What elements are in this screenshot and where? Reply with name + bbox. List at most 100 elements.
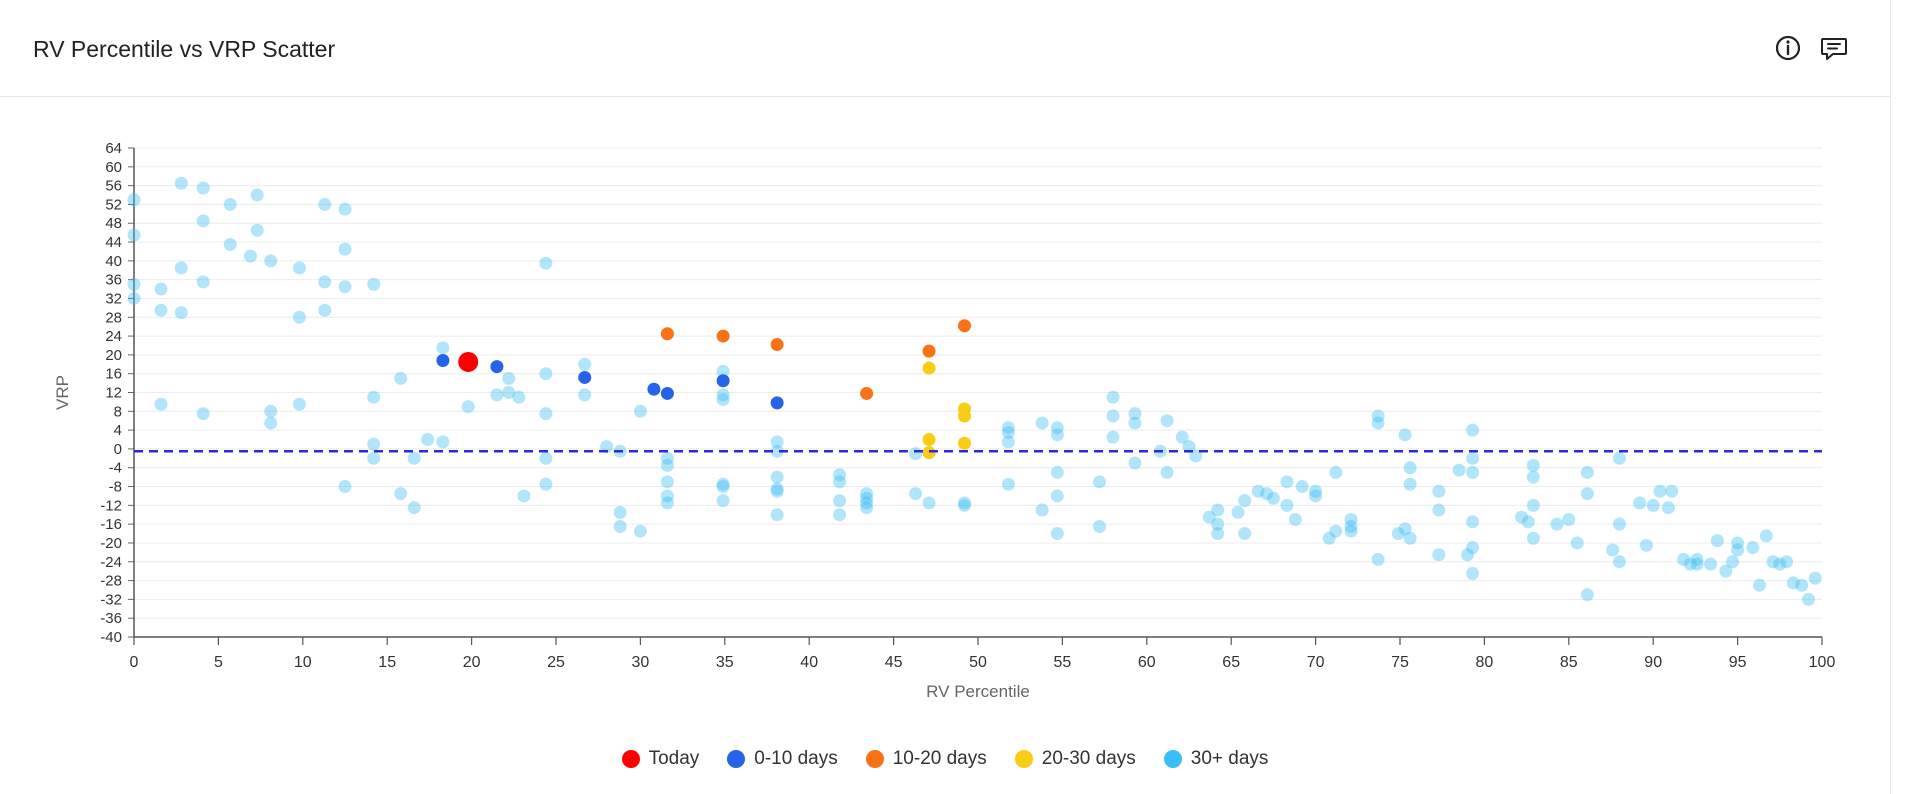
scatter-point-d30-plus[interactable] [539,407,553,421]
scatter-point-d30-plus[interactable] [1612,517,1626,531]
scatter-point-d30-plus[interactable] [1580,465,1594,479]
scatter-point-d30-plus[interactable] [957,498,971,512]
scatter-point-d10-20[interactable] [716,329,730,343]
scatter-point-d30-plus[interactable] [1726,555,1740,569]
scatter-point-d30-plus[interactable] [1182,440,1196,454]
scatter-point-d30-plus[interactable] [1683,557,1697,571]
scatter-point-d30-plus[interactable] [367,437,381,451]
scatter-point-d30-plus[interactable] [367,390,381,404]
scatter-point-d30-plus[interactable] [1001,435,1015,449]
scatter-point-d30-plus[interactable] [264,254,278,268]
scatter-point-d30-plus[interactable] [1231,505,1245,519]
scatter-point-d30-plus[interactable] [436,341,450,355]
scatter-point-d20-30[interactable] [922,361,936,375]
scatter-point-d30-plus[interactable] [716,388,730,402]
scatter-point-d30-plus[interactable] [174,261,188,275]
scatter-point-d30-plus[interactable] [1266,491,1280,505]
scatter-point-d30-plus[interactable] [1001,425,1015,439]
scatter-point-d30-plus[interactable] [1612,451,1626,465]
scatter-point-d30-plus[interactable] [860,491,874,505]
scatter-point-d30-plus[interactable] [957,496,971,510]
scatter-point-d30-plus[interactable] [1690,552,1704,566]
scatter-point-d30-plus[interactable] [1391,527,1405,541]
scatter-point-d30-plus[interactable] [770,484,784,498]
scatter-point-d30-plus[interactable] [1526,498,1540,512]
scatter-point-d30-plus[interactable] [421,433,435,447]
scatter-point-d0-10[interactable] [436,354,450,368]
scatter-point-today[interactable] [458,351,479,372]
scatter-point-d30-plus[interactable] [1001,421,1015,435]
scatter-point-d30-plus[interactable] [1570,536,1584,550]
scatter-point-d30-plus[interactable] [1050,527,1064,541]
scatter-point-d30-plus[interactable] [1653,484,1667,498]
scatter-point-d30-plus[interactable] [1295,480,1309,494]
scatter-point-d30-plus[interactable] [436,435,450,449]
scatter-point-d30-plus[interactable] [716,364,730,378]
scatter-point-d30-plus[interactable] [1251,484,1265,498]
scatter-point-d30-plus[interactable] [716,393,730,407]
scatter-point-d30-plus[interactable] [600,440,614,454]
scatter-point-d30-plus[interactable] [318,197,332,211]
scatter-point-d30-plus[interactable] [338,202,352,216]
scatter-point-d30-plus[interactable] [1786,576,1800,590]
scatter-point-d30-plus[interactable] [196,275,210,289]
scatter-point-d30-plus[interactable] [1704,557,1718,571]
scatter-point-d30-plus[interactable] [1466,465,1480,479]
scatter-point-d30-plus[interactable] [770,482,784,496]
scatter-point-d30-plus[interactable] [1403,477,1417,491]
scatter-point-d30-plus[interactable] [127,277,141,291]
legend-item-d0-10[interactable]: 0-10 days [727,748,838,770]
scatter-point-d30-plus[interactable] [770,508,784,522]
scatter-point-d30-plus[interactable] [1398,428,1412,442]
scatter-point-d30-plus[interactable] [1580,487,1594,501]
legend-item-d20-30[interactable]: 20-30 days [1014,748,1136,770]
scatter-point-d30-plus[interactable] [1633,496,1647,510]
scatter-point-d30-plus[interactable] [1780,555,1794,569]
scatter-point-d30-plus[interactable] [1050,489,1064,503]
scatter-point-d30-plus[interactable] [1238,494,1252,508]
scatter-point-d30-plus[interactable] [833,475,847,489]
scatter-point-d30-plus[interactable] [909,487,923,501]
scatter-point-d30-plus[interactable] [1466,423,1480,437]
scatter-point-d30-plus[interactable] [539,256,553,270]
scatter-point-d30-plus[interactable] [1344,520,1358,534]
scatter-point-d30-plus[interactable] [770,435,784,449]
scatter-point-d30-plus[interactable] [1160,465,1174,479]
scatter-point-d30-plus[interactable] [243,249,257,263]
scatter-point-d30-plus[interactable] [407,501,421,515]
scatter-point-d30-plus[interactable] [1526,470,1540,484]
scatter-point-d30-plus[interactable] [1211,517,1225,531]
legend-item-d10-20[interactable]: 10-20 days [865,748,987,770]
scatter-point-d30-plus[interactable] [250,223,264,237]
scatter-point-d30-plus[interactable] [1466,451,1480,465]
scatter-point-d30-plus[interactable] [1050,421,1064,435]
scatter-point-d30-plus[interactable] [1106,390,1120,404]
scatter-point-d30-plus[interactable] [1035,416,1049,430]
scatter-point-d30-plus[interactable] [517,489,531,503]
scatter-point-d30-plus[interactable] [502,371,516,385]
scatter-point-d30-plus[interactable] [613,520,627,534]
scatter-point-d30-plus[interactable] [223,197,237,211]
legend-item-today[interactable]: Today [621,748,699,770]
scatter-point-d30-plus[interactable] [394,371,408,385]
scatter-point-d30-plus[interactable] [1106,430,1120,444]
scatter-point-d0-10[interactable] [490,360,504,374]
scatter-point-d30-plus[interactable] [1661,501,1675,515]
scatter-point-d30-plus[interactable] [1050,428,1064,442]
scatter-point-d30-plus[interactable] [1766,555,1780,569]
scatter-point-d30-plus[interactable] [1001,477,1015,491]
scatter-point-d30-plus[interactable] [1371,416,1385,430]
scatter-point-d30-plus[interactable] [1160,414,1174,428]
scatter-point-d10-20[interactable] [770,338,784,352]
scatter-point-d30-plus[interactable] [660,475,674,489]
scatter-point-d30-plus[interactable] [1403,531,1417,545]
scatter-point-d20-30[interactable] [922,433,936,447]
scatter-point-d30-plus[interactable] [1432,503,1446,517]
scatter-point-d30-plus[interactable] [860,487,874,501]
scatter-point-d30-plus[interactable] [154,282,168,296]
scatter-point-d20-30[interactable] [957,436,971,450]
scatter-point-d30-plus[interactable] [1801,592,1815,606]
scatter-point-d30-plus[interactable] [539,451,553,465]
scatter-point-d30-plus[interactable] [1403,461,1417,475]
scatter-point-d30-plus[interactable] [1731,543,1745,557]
